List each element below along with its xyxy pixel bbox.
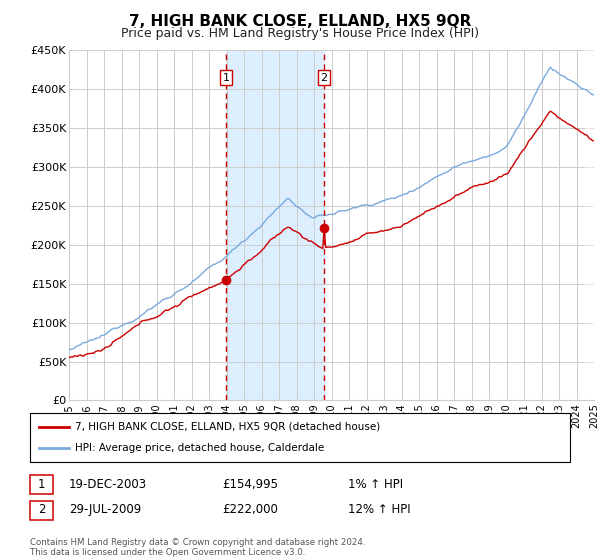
Text: 2: 2 [38,503,45,516]
Text: Price paid vs. HM Land Registry's House Price Index (HPI): Price paid vs. HM Land Registry's House … [121,27,479,40]
Text: £154,995: £154,995 [222,478,278,491]
Text: HPI: Average price, detached house, Calderdale: HPI: Average price, detached house, Cald… [75,443,324,453]
Text: 7, HIGH BANK CLOSE, ELLAND, HX5 9QR: 7, HIGH BANK CLOSE, ELLAND, HX5 9QR [129,14,471,29]
Bar [226,50,324,400]
Text: 7, HIGH BANK CLOSE, ELLAND, HX5 9QR (detached house): 7, HIGH BANK CLOSE, ELLAND, HX5 9QR (det… [75,422,380,432]
Text: 2: 2 [320,73,328,83]
Text: 12% ↑ HPI: 12% ↑ HPI [348,503,410,516]
Text: Contains HM Land Registry data © Crown copyright and database right 2024.
This d: Contains HM Land Registry data © Crown c… [30,538,365,557]
Text: 1: 1 [223,73,229,83]
Text: £222,000: £222,000 [222,503,278,516]
Text: 1: 1 [38,478,45,491]
Bar [585,50,594,400]
Text: 29-JUL-2009: 29-JUL-2009 [69,503,141,516]
Text: 1% ↑ HPI: 1% ↑ HPI [348,478,403,491]
Text: 19-DEC-2003: 19-DEC-2003 [69,478,147,491]
